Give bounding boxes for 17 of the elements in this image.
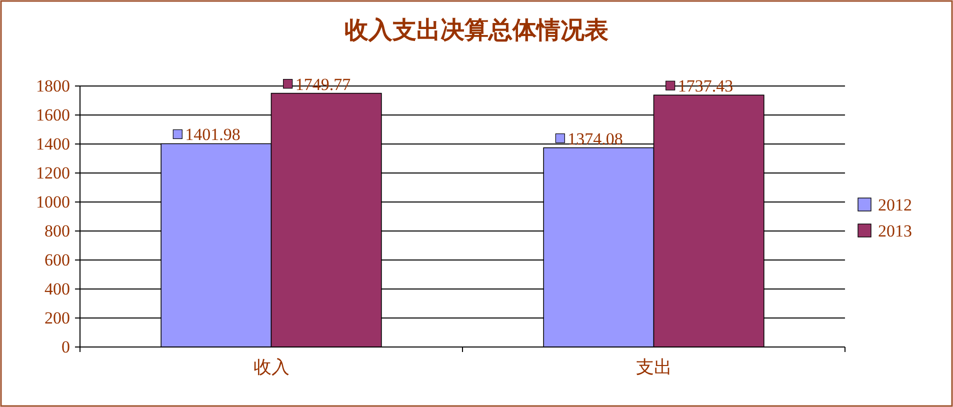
y-tick-label: 600 [44,250,70,270]
x-tick-label: 收入 [253,357,290,377]
y-tick-label: 200 [44,308,70,328]
y-tick-label: 1000 [36,192,70,212]
x-tick-label: 支出 [636,357,672,377]
legend-label: 2013 [878,222,912,240]
y-tick-label: 0 [62,338,70,356]
legend-label: 2012 [878,196,912,214]
y-tick-label: 1200 [36,164,70,182]
y-tick-label: 400 [44,280,70,298]
y-tick-label: 1600 [36,106,70,124]
y-tick-label: 1400 [36,134,70,154]
y-tick-label: 1800 [36,76,70,96]
data-label: 1401.98 [185,125,240,144]
y-tick-label: 800 [44,222,70,240]
data-label: 1374.08 [568,129,623,148]
chart-title: 收入支出决算总体情况表 [344,17,608,44]
